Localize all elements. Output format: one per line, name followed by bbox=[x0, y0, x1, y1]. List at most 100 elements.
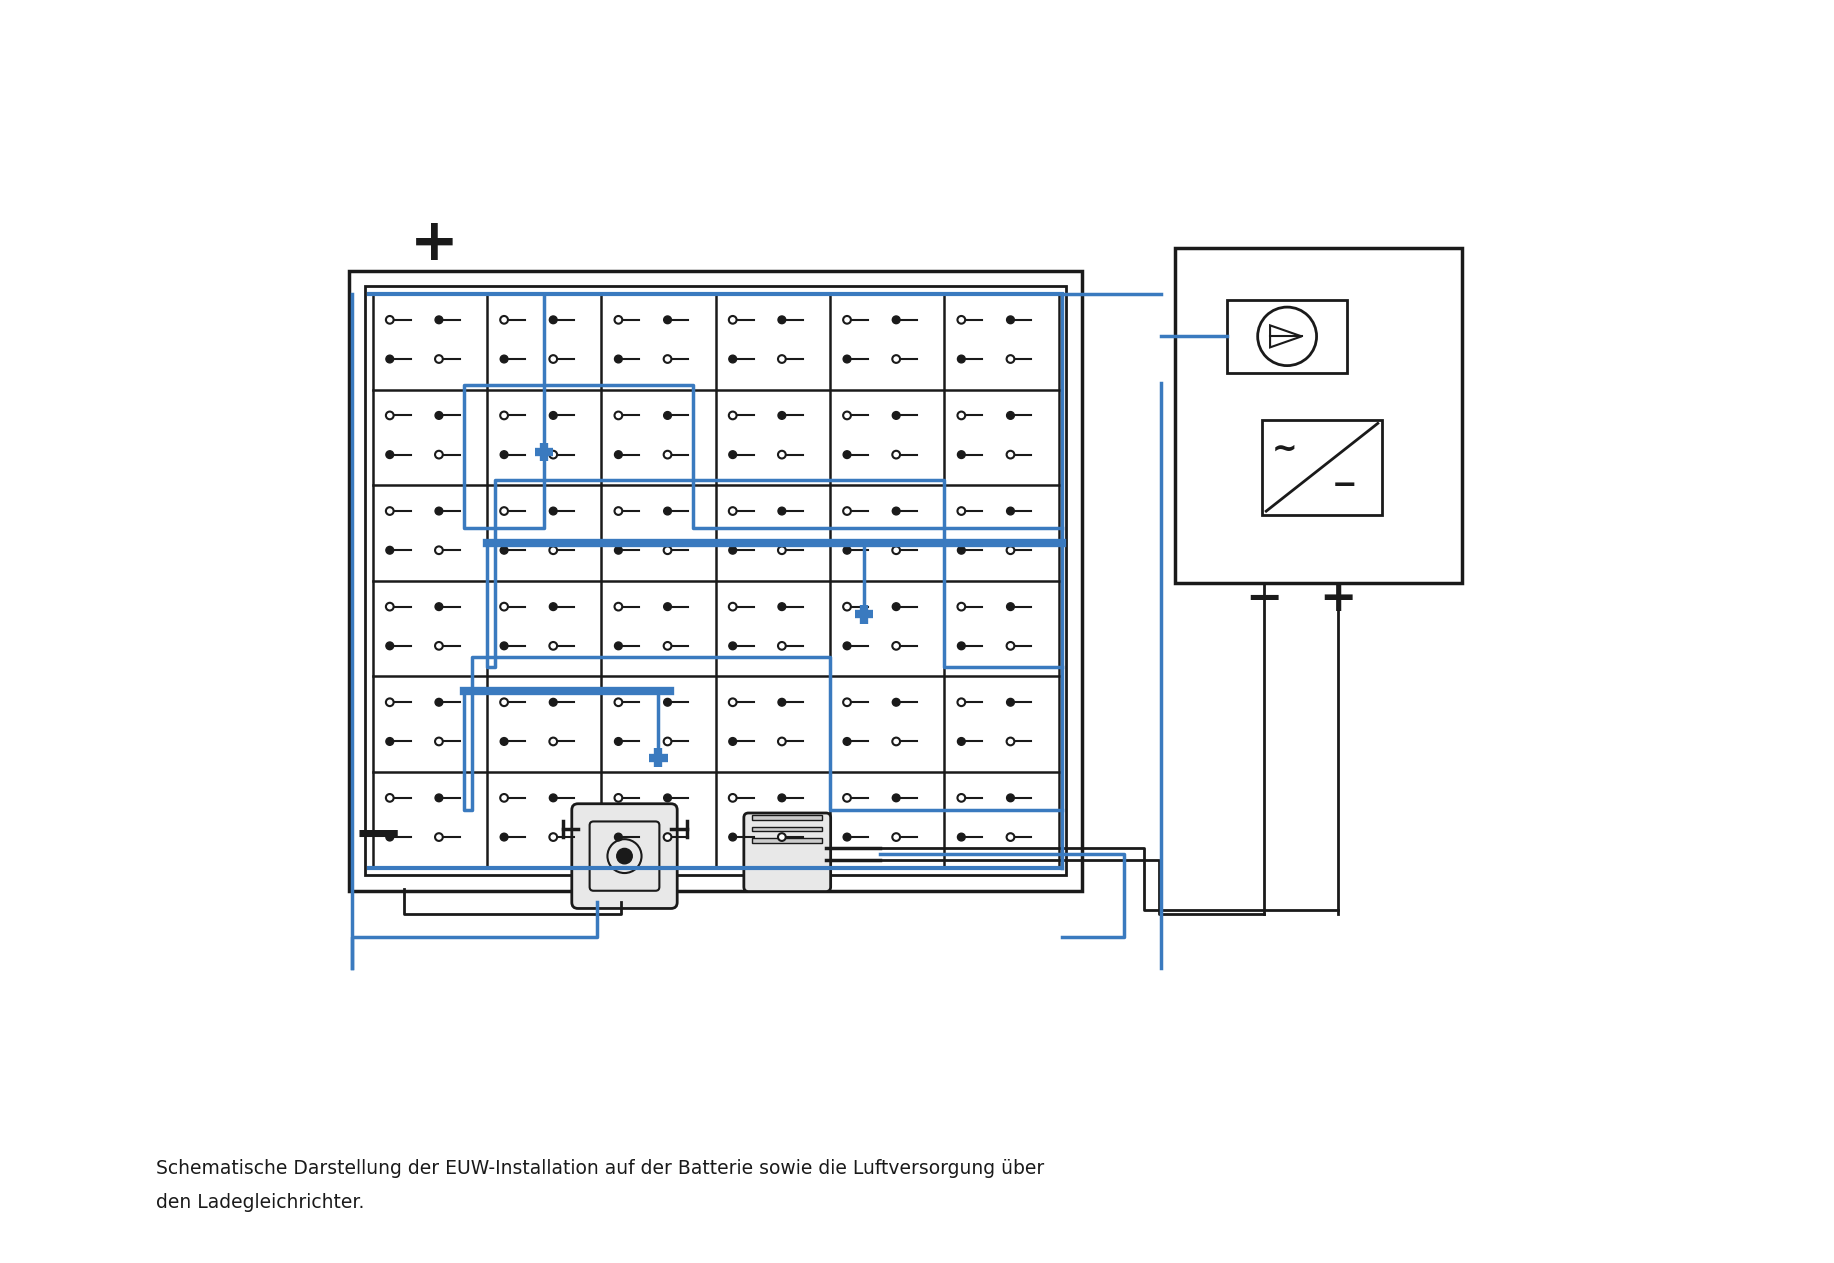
Circle shape bbox=[385, 834, 394, 841]
Circle shape bbox=[435, 698, 442, 706]
Bar bbox=[1262, 419, 1381, 515]
Bar bbox=[348, 270, 1082, 890]
Circle shape bbox=[614, 602, 622, 610]
Circle shape bbox=[844, 316, 851, 323]
Circle shape bbox=[728, 451, 737, 458]
Circle shape bbox=[614, 834, 622, 841]
Text: +: + bbox=[1319, 577, 1355, 620]
Circle shape bbox=[501, 602, 508, 610]
Circle shape bbox=[728, 547, 737, 554]
Circle shape bbox=[893, 316, 900, 323]
Circle shape bbox=[1007, 698, 1014, 706]
Circle shape bbox=[501, 642, 508, 649]
Bar bbox=[1176, 248, 1462, 582]
Circle shape bbox=[664, 738, 671, 745]
Circle shape bbox=[728, 602, 737, 610]
Circle shape bbox=[664, 412, 671, 419]
Circle shape bbox=[501, 316, 508, 323]
Circle shape bbox=[728, 738, 737, 745]
Text: −: − bbox=[1331, 471, 1357, 500]
Circle shape bbox=[1007, 738, 1014, 745]
Text: −: − bbox=[1245, 577, 1282, 620]
Circle shape bbox=[844, 834, 851, 841]
Circle shape bbox=[501, 451, 508, 458]
Circle shape bbox=[614, 451, 622, 458]
Circle shape bbox=[844, 412, 851, 419]
Circle shape bbox=[728, 642, 737, 649]
Circle shape bbox=[957, 698, 965, 706]
Circle shape bbox=[893, 508, 900, 515]
FancyBboxPatch shape bbox=[572, 803, 677, 908]
Circle shape bbox=[614, 642, 622, 649]
Circle shape bbox=[1007, 508, 1014, 515]
Circle shape bbox=[385, 698, 394, 706]
Circle shape bbox=[957, 412, 965, 419]
Circle shape bbox=[550, 451, 558, 458]
Circle shape bbox=[844, 451, 851, 458]
Circle shape bbox=[728, 508, 737, 515]
Circle shape bbox=[893, 451, 900, 458]
Circle shape bbox=[550, 316, 558, 323]
Circle shape bbox=[893, 602, 900, 610]
Text: den Ladegleichrichter.: den Ladegleichrichter. bbox=[156, 1192, 365, 1212]
Circle shape bbox=[385, 642, 394, 649]
Circle shape bbox=[435, 834, 442, 841]
Circle shape bbox=[893, 642, 900, 649]
Circle shape bbox=[844, 602, 851, 610]
Bar bbox=[365, 287, 1066, 875]
Circle shape bbox=[728, 834, 737, 841]
Circle shape bbox=[664, 602, 671, 610]
Circle shape bbox=[893, 355, 900, 362]
Circle shape bbox=[550, 547, 558, 554]
Circle shape bbox=[614, 316, 622, 323]
Circle shape bbox=[435, 355, 442, 362]
Circle shape bbox=[435, 508, 442, 515]
Circle shape bbox=[844, 794, 851, 802]
Circle shape bbox=[550, 355, 558, 362]
Circle shape bbox=[385, 451, 394, 458]
Circle shape bbox=[728, 355, 737, 362]
Bar bbox=[752, 816, 822, 820]
Circle shape bbox=[1007, 602, 1014, 610]
Circle shape bbox=[435, 451, 442, 458]
Circle shape bbox=[616, 849, 633, 864]
Circle shape bbox=[728, 698, 737, 706]
Circle shape bbox=[550, 508, 558, 515]
Circle shape bbox=[664, 834, 671, 841]
Circle shape bbox=[550, 698, 558, 706]
Circle shape bbox=[435, 547, 442, 554]
Circle shape bbox=[844, 738, 851, 745]
Circle shape bbox=[385, 508, 394, 515]
FancyBboxPatch shape bbox=[745, 813, 831, 892]
Circle shape bbox=[435, 316, 442, 323]
Circle shape bbox=[501, 834, 508, 841]
Circle shape bbox=[957, 547, 965, 554]
Circle shape bbox=[893, 547, 900, 554]
Circle shape bbox=[614, 412, 622, 419]
Circle shape bbox=[435, 602, 442, 610]
Circle shape bbox=[893, 698, 900, 706]
Circle shape bbox=[664, 508, 671, 515]
Circle shape bbox=[893, 794, 900, 802]
Circle shape bbox=[957, 602, 965, 610]
Circle shape bbox=[435, 412, 442, 419]
Circle shape bbox=[385, 794, 394, 802]
Circle shape bbox=[778, 451, 785, 458]
Circle shape bbox=[550, 602, 558, 610]
Text: −: − bbox=[352, 807, 403, 866]
Circle shape bbox=[664, 698, 671, 706]
Circle shape bbox=[664, 316, 671, 323]
Circle shape bbox=[614, 355, 622, 362]
Circle shape bbox=[893, 412, 900, 419]
Text: ~: ~ bbox=[1271, 434, 1297, 464]
Circle shape bbox=[614, 508, 622, 515]
Circle shape bbox=[778, 738, 785, 745]
Circle shape bbox=[778, 698, 785, 706]
Circle shape bbox=[550, 738, 558, 745]
Circle shape bbox=[501, 794, 508, 802]
Bar bbox=[752, 839, 822, 842]
Circle shape bbox=[778, 355, 785, 362]
Circle shape bbox=[728, 794, 737, 802]
Circle shape bbox=[664, 794, 671, 802]
Circle shape bbox=[778, 602, 785, 610]
